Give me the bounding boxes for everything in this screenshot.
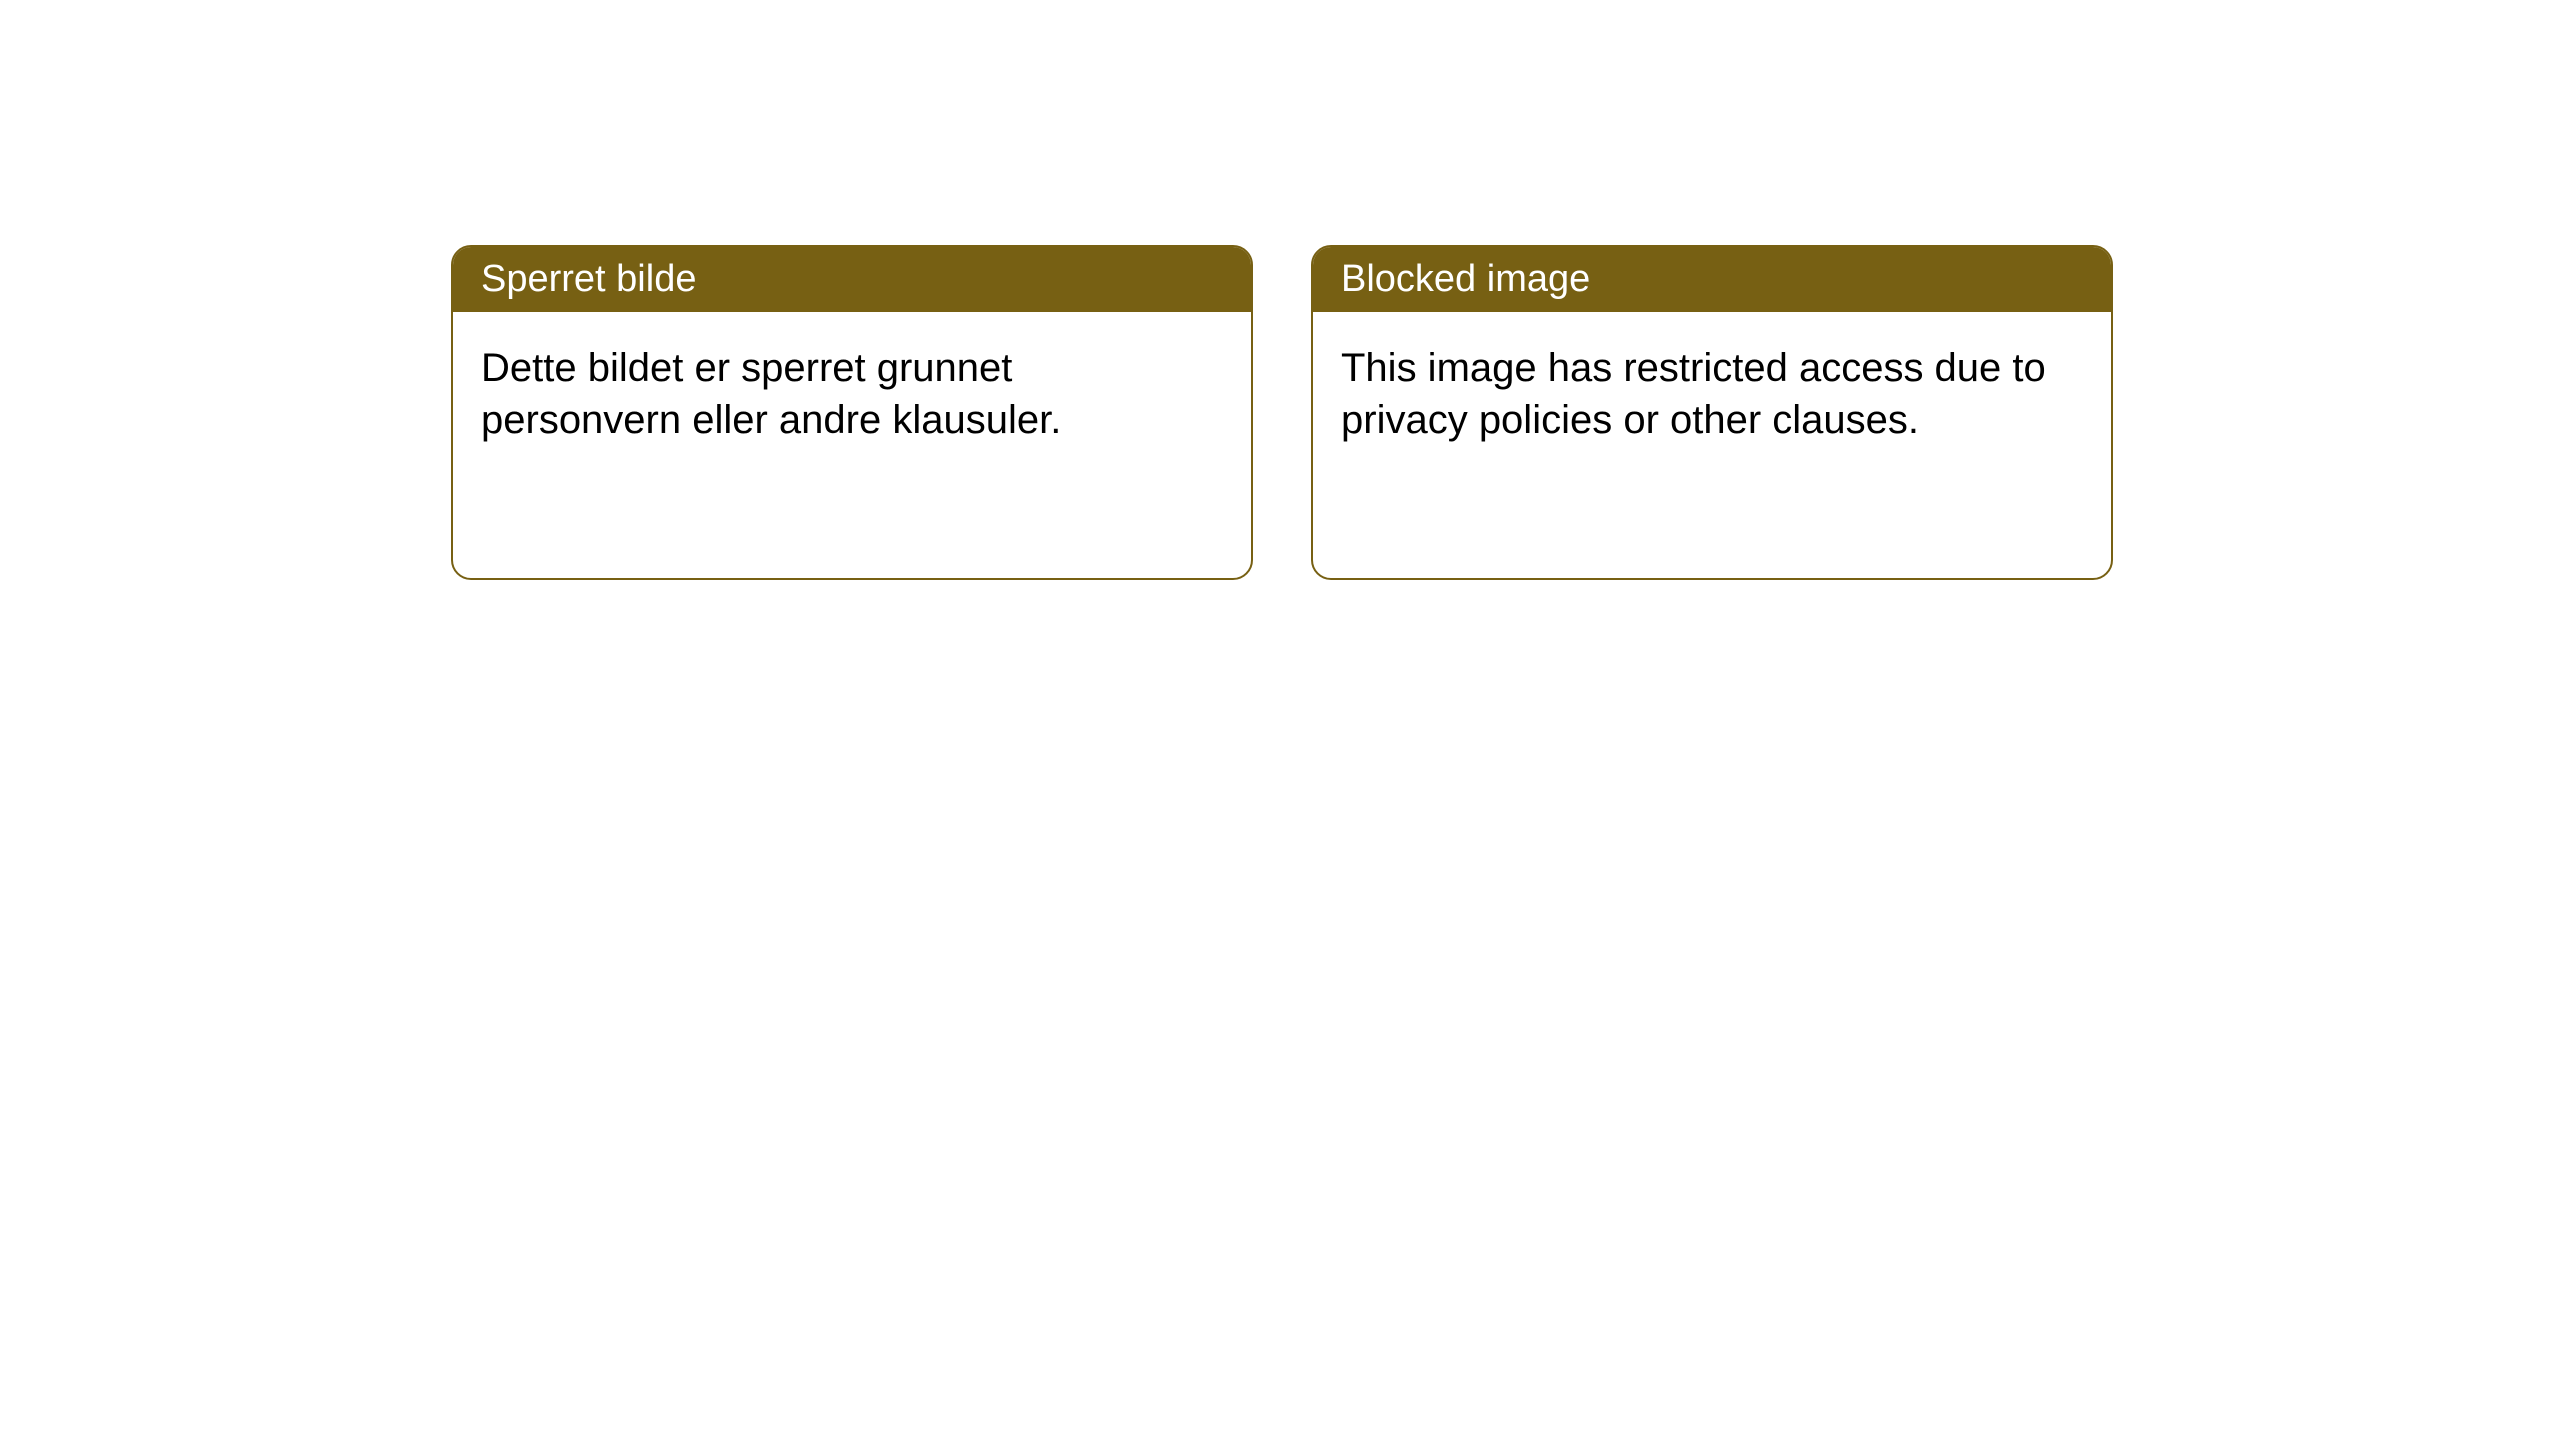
notice-body: This image has restricted access due to … xyxy=(1313,312,2111,476)
notice-title: Sperret bilde xyxy=(481,258,696,300)
notice-box-norwegian: Sperret bilde Dette bildet er sperret gr… xyxy=(451,245,1253,580)
notice-box-english: Blocked image This image has restricted … xyxy=(1311,245,2113,580)
notice-title: Blocked image xyxy=(1341,258,1590,300)
notice-body: Dette bildet er sperret grunnet personve… xyxy=(453,312,1251,476)
notice-header: Sperret bilde xyxy=(453,247,1251,312)
notice-container: Sperret bilde Dette bildet er sperret gr… xyxy=(0,0,2560,580)
notice-body-text: Dette bildet er sperret grunnet personve… xyxy=(481,346,1061,442)
notice-header: Blocked image xyxy=(1313,247,2111,312)
notice-body-text: This image has restricted access due to … xyxy=(1341,346,2046,442)
